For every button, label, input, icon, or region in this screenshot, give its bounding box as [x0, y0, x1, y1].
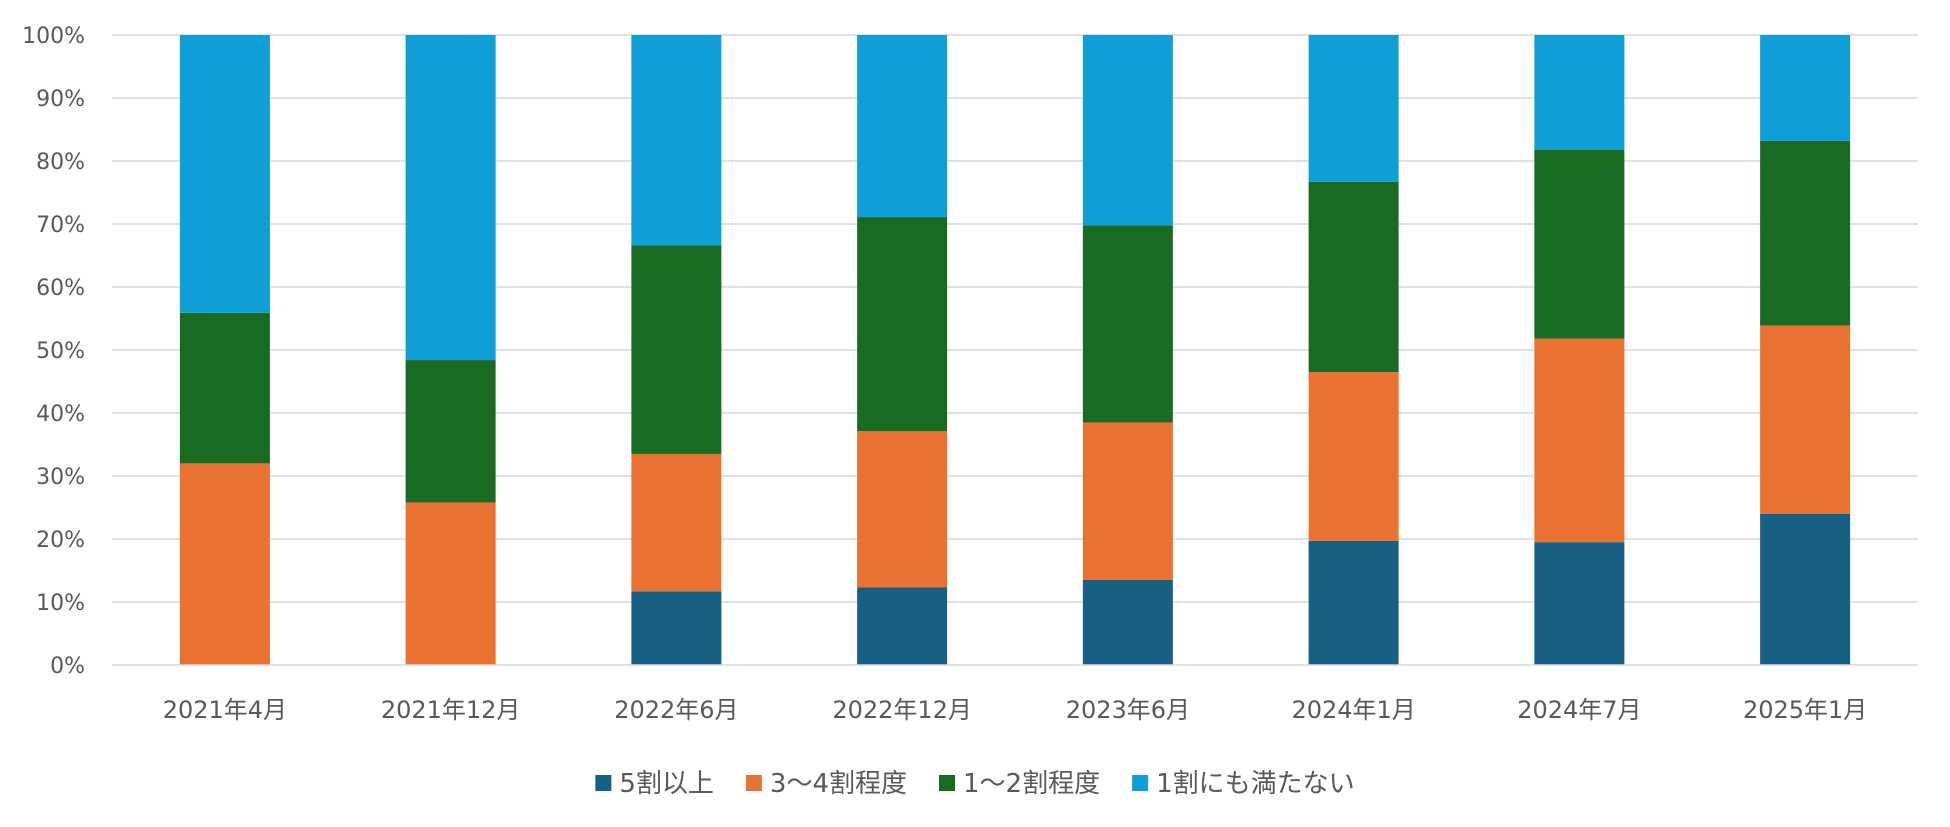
bar-stack [405, 35, 496, 665]
bar-segment [857, 431, 948, 588]
legend-swatch [595, 775, 612, 791]
x-category-label: 2024年7月 [1517, 696, 1641, 724]
bar-segment [1082, 225, 1173, 423]
y-tick-label: 0% [50, 654, 85, 679]
y-tick-label: 70% [36, 213, 85, 238]
x-category-label: 2021年12月 [381, 696, 521, 724]
bar-stack [857, 35, 948, 665]
legend-swatch [939, 775, 955, 791]
y-tick-label: 30% [36, 465, 85, 490]
y-tick-label: 90% [36, 87, 85, 112]
bar-segment [857, 587, 948, 665]
bar-segment [857, 217, 948, 432]
bar-segment [1760, 35, 1851, 141]
bar-segment [179, 35, 270, 313]
x-axis-category-labels: 2021年4月 2021年12月 2022年6月 2022年12月 2023年6月 202… [163, 696, 1868, 724]
bar-segment [179, 312, 270, 464]
x-category-label: 2023年6月 [1066, 696, 1190, 724]
bar-stack [1308, 35, 1399, 665]
bar-stack [1760, 35, 1851, 665]
bar-segment [1760, 513, 1851, 665]
x-category-label: 2025年1月 [1743, 696, 1867, 724]
legend-item: 3～4割程度 [745, 769, 907, 799]
bar-segment [405, 360, 496, 503]
y-tick-label: 50% [36, 339, 85, 364]
bar-segment [405, 502, 496, 665]
gridlines [112, 34, 1918, 603]
y-tick-label: 20% [36, 528, 85, 553]
bar-segment [1534, 338, 1625, 543]
x-category-label: 2022年12月 [832, 696, 972, 724]
bar-segment [1760, 140, 1851, 326]
bar-segment [405, 35, 496, 361]
legend-label: 3～4割程度 [770, 769, 907, 799]
bar-stack [1082, 35, 1173, 665]
y-tick-label: 80% [36, 150, 85, 175]
bar-segment [1534, 35, 1625, 150]
x-category-label: 2024年1月 [1291, 696, 1415, 724]
bar-stacks [179, 35, 1851, 665]
legend-swatch [745, 775, 762, 791]
y-tick-label: 40% [36, 402, 85, 427]
bar-stack [179, 35, 270, 665]
bar-segment [1308, 35, 1399, 182]
y-tick-label: 100% [22, 24, 85, 49]
bar-segment [1082, 35, 1173, 226]
bar-segment [1534, 149, 1625, 339]
legend-label: 1割にも満たない [1156, 769, 1355, 799]
bar-stack [631, 35, 722, 665]
bar-segment [1082, 579, 1173, 665]
x-category-label: 2022年6月 [614, 696, 738, 724]
bar-segment [1308, 372, 1399, 541]
bar-segment [631, 35, 722, 246]
legend-item: 1～2割程度 [939, 769, 1100, 799]
y-tick-label: 10% [36, 591, 85, 616]
y-axis-tick-labels: 0% 10% 20% 30% 40% 50% 60% 70% 80% 90% 100% [22, 24, 85, 679]
legend: 5割以上 3～4割程度 1～2割程度 1割にも満たない [595, 769, 1355, 799]
bar-segment [1760, 325, 1851, 514]
bar-segment [631, 591, 722, 665]
bar-segment [1534, 542, 1625, 665]
y-tick-label: 60% [36, 276, 85, 301]
legend-label: 5割以上 [619, 769, 714, 799]
bar-stack [1534, 35, 1625, 665]
bar-segment [1082, 422, 1173, 580]
legend-item: 1割にも満たない [1132, 769, 1355, 799]
bar-segment [1308, 540, 1399, 665]
bar-segment [1308, 181, 1399, 373]
x-category-label: 2021年4月 [163, 696, 287, 724]
legend-item: 5割以上 [595, 769, 714, 799]
bar-segment [631, 453, 722, 592]
bar-segment [179, 463, 270, 665]
bar-segment [857, 35, 948, 218]
bar-segment [631, 245, 722, 454]
legend-label: 1～2割程度 [963, 769, 1100, 799]
legend-swatch [1132, 775, 1149, 791]
